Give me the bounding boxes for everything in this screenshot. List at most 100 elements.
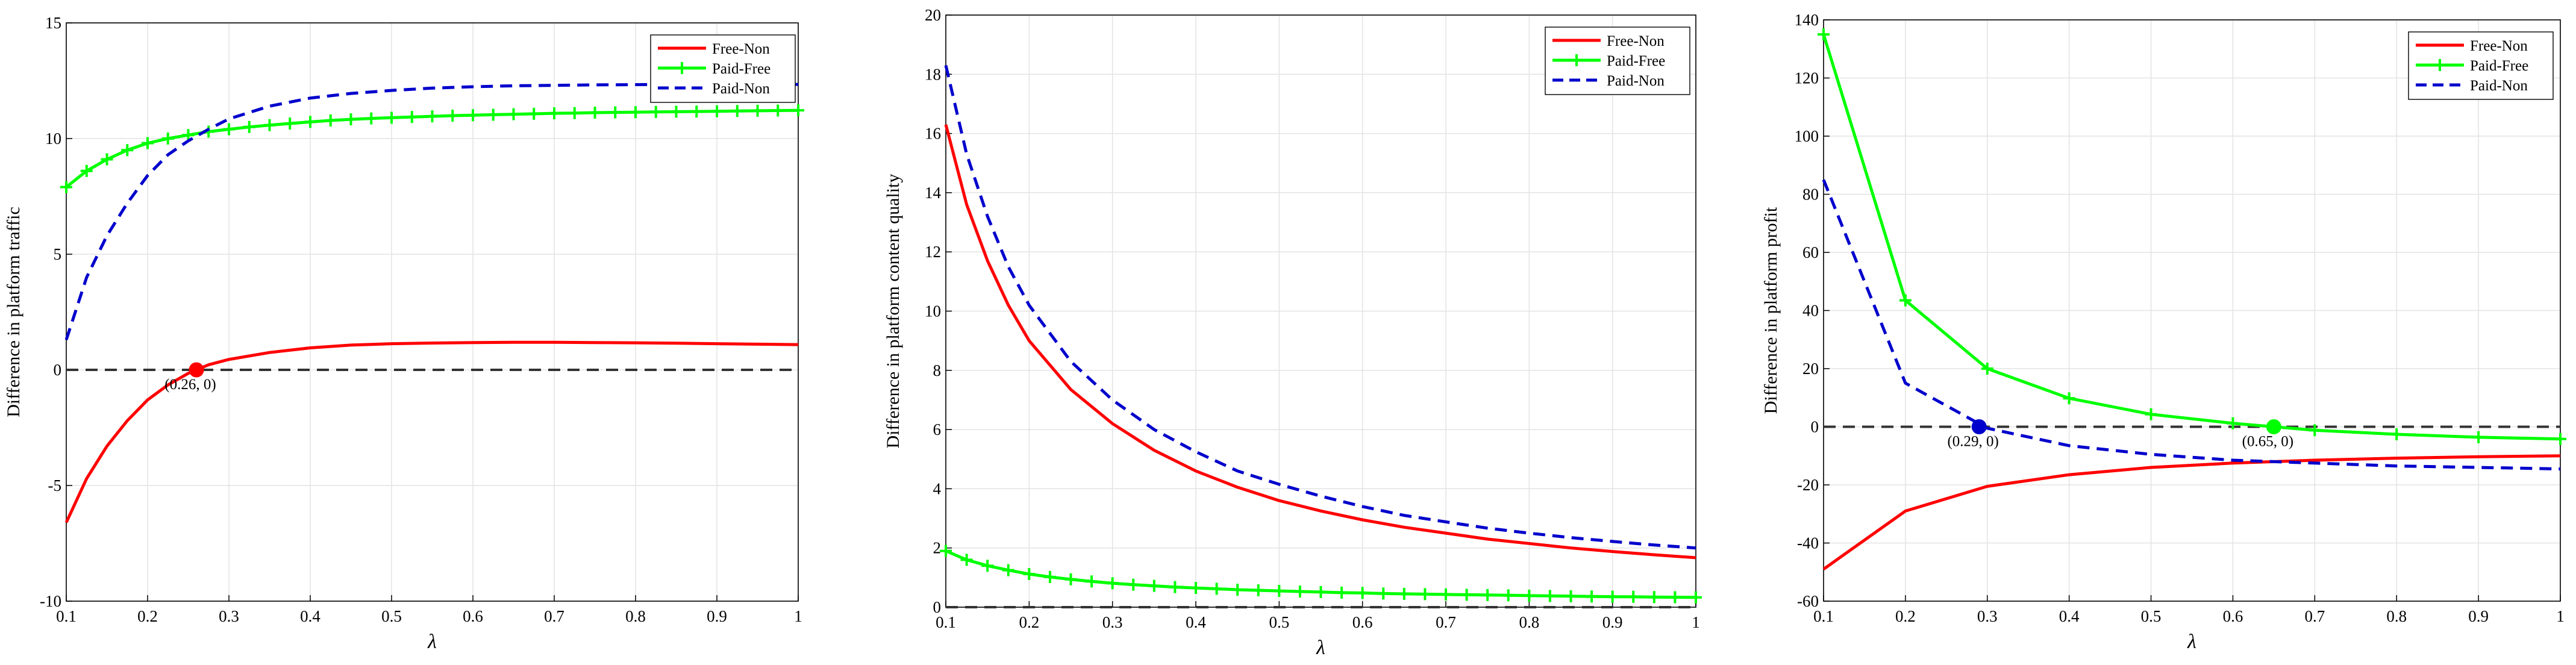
x-tick-label: 0.5 — [381, 607, 402, 625]
data-point-marker — [1981, 363, 1993, 375]
intersection-point — [2266, 419, 2281, 434]
data-point-marker — [1481, 589, 1494, 601]
data-point-marker — [1210, 582, 1223, 595]
y-tick-label: 40 — [1802, 302, 1819, 320]
y-tick-label: -60 — [1797, 592, 1819, 610]
data-point-marker — [1127, 578, 1140, 591]
data-point-marker — [182, 129, 195, 142]
data-point-marker — [243, 120, 255, 133]
y-tick-label: -40 — [1797, 534, 1819, 552]
data-point-marker — [1252, 584, 1265, 596]
y-tick-label: -20 — [1797, 476, 1819, 494]
y-axis-label: Difference in platform content quality — [883, 174, 903, 449]
y-tick-label: 80 — [1802, 186, 1819, 204]
legend: Free-Non Paid-Free Paid-Non — [2408, 31, 2554, 100]
data-point-marker — [690, 105, 703, 118]
data-point-marker — [2390, 428, 2403, 441]
y-tick-label: 15 — [45, 14, 61, 32]
legend-label: Paid-Free — [2470, 58, 2528, 74]
x-tick-label: 0.1 — [936, 613, 956, 631]
series-line-paid-non — [64, 83, 798, 340]
data-point-marker — [284, 117, 296, 130]
data-point-marker — [589, 106, 601, 119]
data-point-marker — [649, 105, 662, 118]
data-point-marker — [1273, 584, 1286, 597]
data-point-marker — [386, 111, 398, 124]
y-tick-label: 60 — [1802, 243, 1819, 261]
intersection-point — [189, 362, 204, 378]
data-point-marker — [1293, 585, 1306, 598]
x-tick-label: 0.9 — [1602, 613, 1623, 631]
data-point-marker — [711, 105, 723, 117]
x-tick-label: 0.5 — [2141, 607, 2162, 625]
x-tick-label: 0.2 — [137, 607, 158, 625]
x-tick-label: 0.9 — [2468, 607, 2489, 625]
x-tick-label: 0.4 — [2059, 607, 2080, 625]
y-tick-label: 20 — [1802, 360, 1819, 378]
data-point-marker — [731, 105, 743, 117]
data-point-marker — [670, 105, 683, 118]
data-point-marker — [630, 106, 642, 119]
x-tick-label: 0.7 — [544, 607, 564, 625]
data-point-marker — [1043, 570, 1056, 583]
y-tick-label: 0 — [1811, 418, 1819, 436]
data-point-marker — [365, 112, 378, 125]
data-point-marker — [446, 109, 459, 122]
data-point-marker — [1148, 579, 1160, 592]
x-tick-label: 0.4 — [1186, 613, 1206, 631]
data-point-marker — [2554, 432, 2566, 445]
y-tick-label: 14 — [925, 184, 942, 202]
data-point-marker — [1106, 577, 1119, 590]
data-point-marker — [1669, 591, 1681, 604]
data-point-marker — [609, 106, 622, 119]
x-tick-label: 1 — [794, 607, 802, 625]
data-point-marker — [1315, 585, 1327, 598]
series-line-free-non — [1822, 454, 2561, 570]
data-point-marker — [1586, 590, 1598, 603]
y-tick-label: 2 — [933, 539, 942, 557]
data-point-marker — [507, 108, 520, 120]
intersection-label: (0.29, 0) — [1947, 434, 1998, 450]
y-tick-label: 10 — [45, 130, 61, 148]
data-point-marker — [345, 113, 357, 126]
series-line-free-non — [944, 124, 1696, 560]
x-tick-label: 0.6 — [1352, 613, 1373, 631]
data-point-marker — [751, 104, 764, 117]
x-tick-label: 0.8 — [2386, 607, 2407, 625]
data-point-marker — [2472, 431, 2485, 443]
y-tick-label: 8 — [933, 361, 942, 379]
series-line-free-non — [64, 340, 799, 523]
data-point-marker — [223, 123, 235, 136]
data-point-marker — [1419, 588, 1431, 601]
data-point-marker — [426, 110, 439, 123]
y-tick-label: 20 — [925, 6, 941, 24]
data-point-marker — [1169, 581, 1181, 593]
data-point-marker — [1231, 584, 1244, 596]
intersection-point — [1971, 419, 1987, 434]
data-point-marker — [772, 104, 784, 117]
x-tick-label: 0.1 — [56, 607, 77, 625]
legend-label: Free-Non — [712, 41, 770, 57]
data-point-marker — [1690, 591, 1702, 604]
data-point-marker — [1377, 587, 1390, 600]
legend: Free-Non Paid-Free Paid-Non — [650, 34, 796, 103]
legend-label: Free-Non — [2470, 38, 2528, 54]
x-tick-label: 0.3 — [219, 607, 239, 625]
legend-label: Paid-Free — [712, 61, 771, 77]
data-point-marker — [1086, 575, 1098, 588]
data-point-marker — [1543, 590, 1556, 602]
data-point-marker — [487, 108, 499, 121]
data-point-marker — [161, 133, 174, 145]
x-axis-label: λ — [1316, 637, 1325, 659]
y-tick-label: 10 — [925, 302, 941, 320]
x-tick-label: 0.9 — [707, 607, 727, 625]
y-tick-label: -10 — [40, 592, 61, 610]
y-tick-label: 0 — [933, 598, 942, 616]
data-point-marker — [1606, 590, 1619, 603]
x-tick-label: 0.8 — [625, 607, 646, 625]
data-point-marker — [121, 144, 134, 157]
data-point-marker — [1899, 294, 1912, 307]
legend-marker — [2434, 59, 2446, 71]
data-point-marker — [2227, 417, 2239, 429]
x-tick-label: 0.7 — [2304, 607, 2325, 625]
